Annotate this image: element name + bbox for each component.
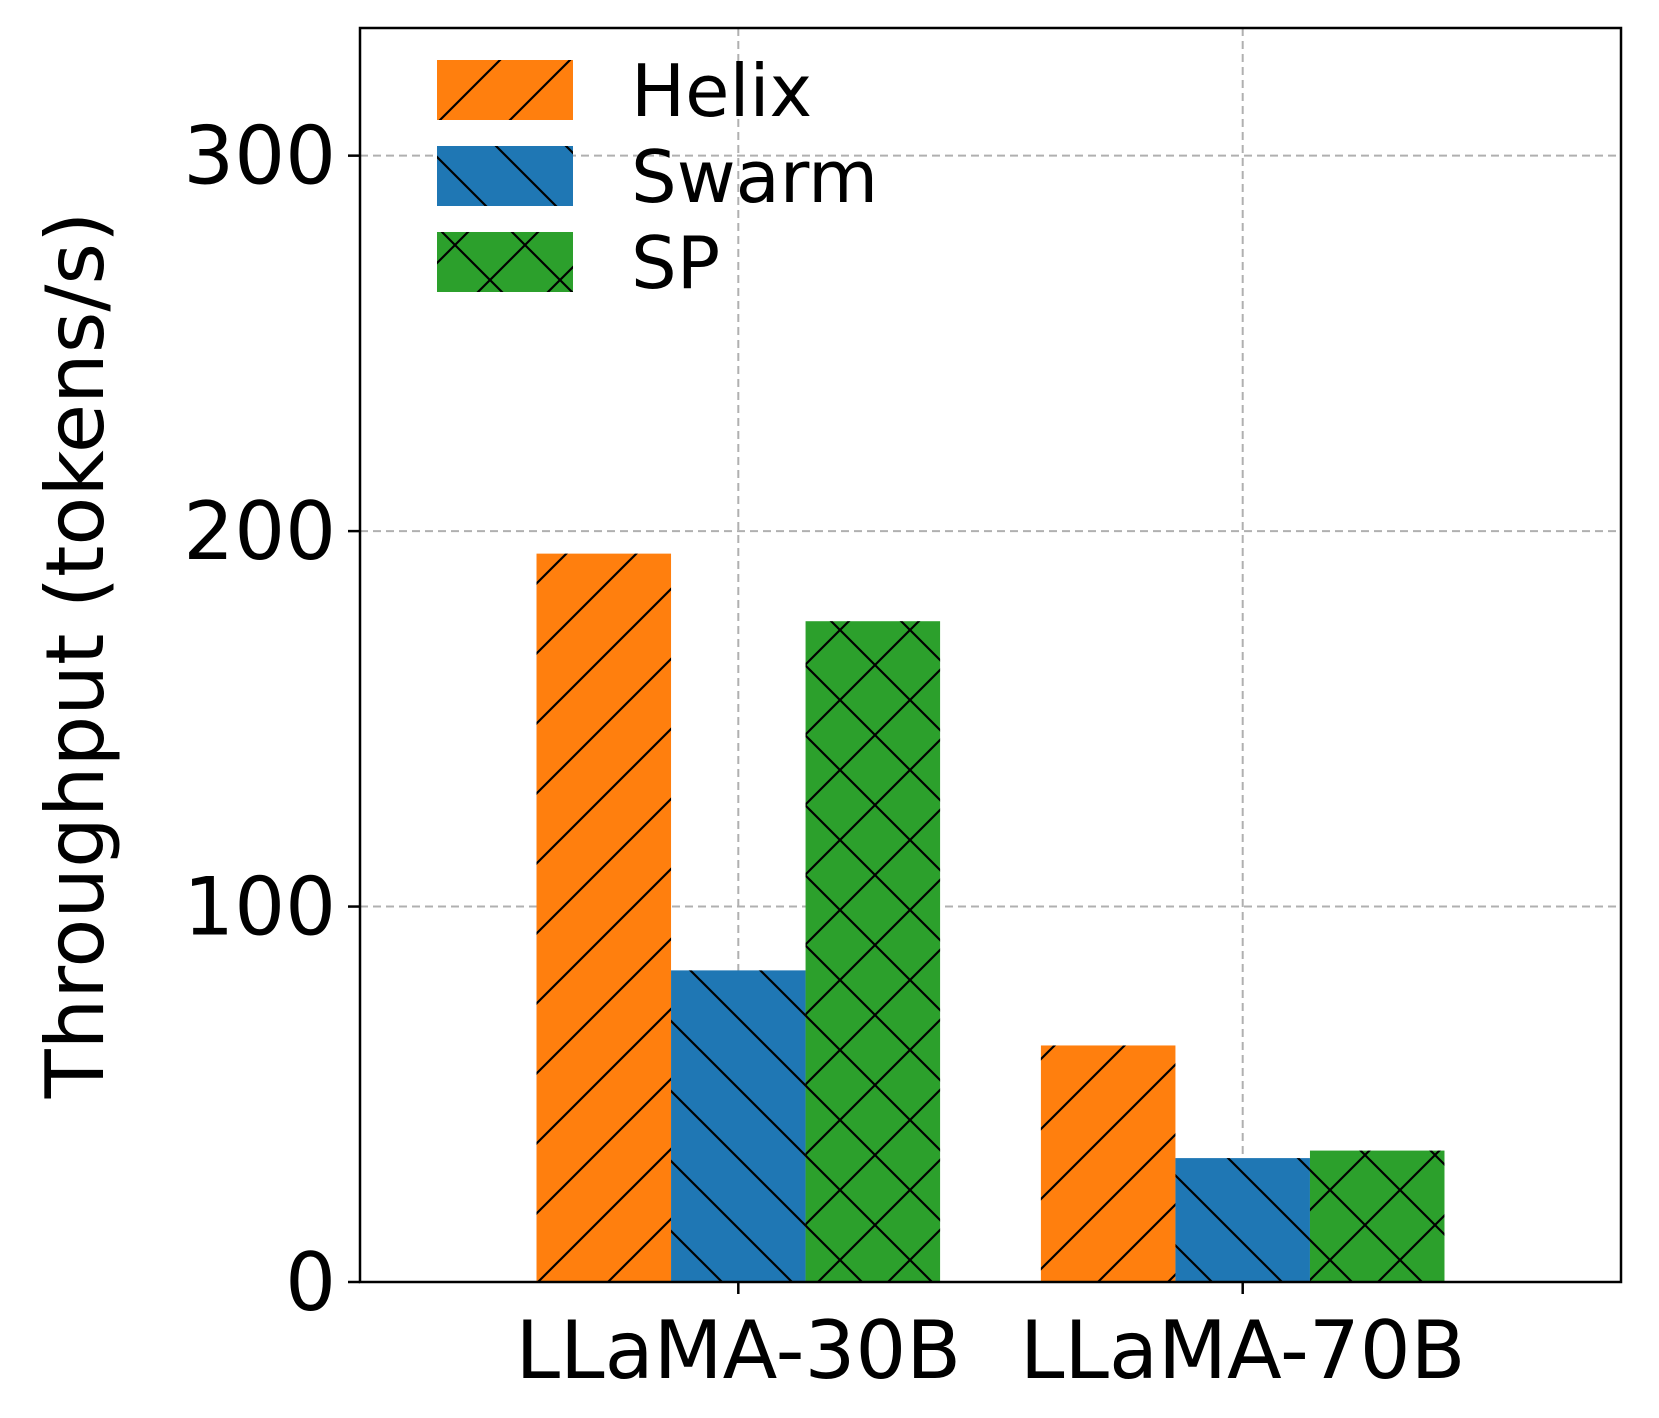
- plot-frame: [358, 26, 1623, 1284]
- bar-sp-llama-70b: [1309, 1150, 1445, 1282]
- y-tick-label: 200: [183, 485, 336, 578]
- legend-item-swarm: Swarm: [437, 135, 878, 219]
- bar-swarm-llama-70b: [1175, 1158, 1310, 1282]
- legend-item-sp: SP: [437, 221, 720, 305]
- bar-hatch: [1040, 1045, 1176, 1282]
- bars: [536, 553, 1445, 1282]
- axis-ticks: 0 100 200 300 LLaMA-30B LLaMA-70B: [183, 110, 1465, 1397]
- legend-item-helix: Helix: [437, 49, 812, 133]
- bar-hatch: [1309, 1150, 1445, 1282]
- legend-swatch-hatch: [437, 60, 573, 120]
- bar-sp-llama-30b: [805, 621, 941, 1282]
- bar-helix-llama-70b: [1040, 1045, 1176, 1282]
- bar-hatch: [1175, 1158, 1310, 1282]
- legend-swatch-hatch: [437, 146, 573, 206]
- legend-label: SP: [631, 221, 720, 305]
- y-tick-label: 100: [183, 861, 336, 954]
- y-tick-label: 300: [183, 110, 336, 203]
- legend-swatch-hatch: [437, 232, 573, 292]
- legend-label: Swarm: [631, 135, 878, 219]
- bar-helix-llama-30b: [536, 553, 672, 1282]
- y-axis-label: Throughput (tokens/s): [29, 212, 122, 1100]
- bar-hatch: [536, 553, 672, 1282]
- x-tick-label: LLaMA-70B: [1020, 1304, 1466, 1397]
- y-tick-label: 0: [285, 1236, 336, 1329]
- legend-label: Helix: [631, 49, 812, 133]
- bar-swarm-llama-30b: [671, 970, 806, 1282]
- bar-hatch: [805, 621, 941, 1282]
- x-tick-label: LLaMA-30B: [515, 1304, 961, 1397]
- bar-hatch: [671, 970, 806, 1282]
